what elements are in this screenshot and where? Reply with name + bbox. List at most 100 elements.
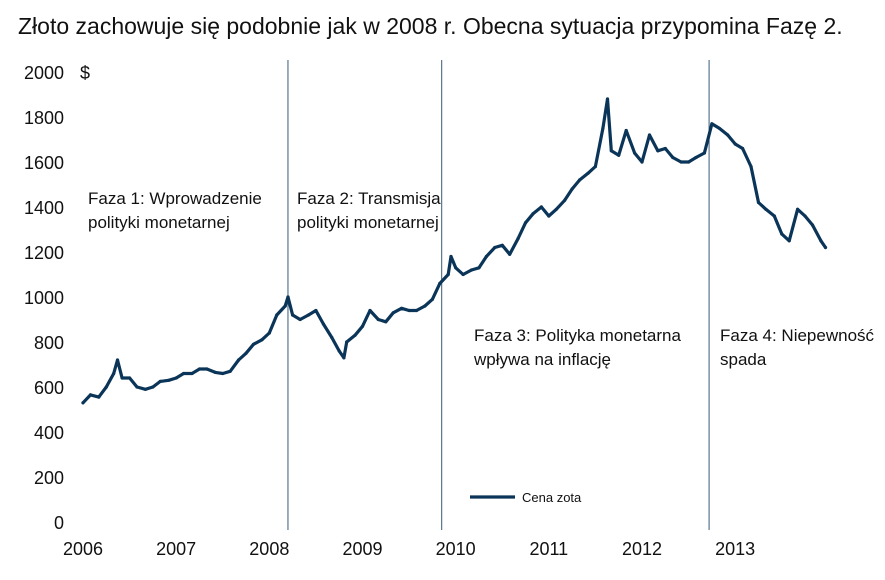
series-point: [687, 160, 691, 164]
x-tick-label: 2006: [63, 539, 103, 559]
x-tick-labels: 2006 2007 2008 2009 2010 2011 2012 2013: [63, 539, 755, 559]
series-point: [337, 349, 341, 353]
series-point: [601, 126, 605, 130]
series-point: [671, 155, 675, 160]
series-point: [454, 266, 458, 270]
series-point: [345, 340, 349, 344]
series-point: [151, 385, 155, 389]
series-point: [523, 221, 528, 225]
series-point: [342, 356, 346, 360]
series-point: [321, 322, 325, 326]
phase-annotation-line: spada: [720, 350, 767, 369]
series-point: [717, 126, 721, 130]
series-point: [624, 128, 628, 133]
series-point: [796, 207, 800, 211]
legend-label: Cena zota: [522, 490, 582, 505]
series-point: [244, 351, 248, 355]
series-point: [493, 245, 497, 250]
series-point: [469, 268, 474, 272]
series-point: [190, 371, 194, 376]
series-point: [112, 371, 116, 376]
series-point: [461, 272, 465, 277]
series-point: [353, 333, 357, 337]
series-point: [656, 149, 660, 153]
series-point: [368, 308, 372, 313]
x-tick-label: 2008: [249, 539, 289, 559]
series-point: [213, 370, 217, 374]
y-tick-label: 1400: [24, 198, 64, 218]
x-tick-label: 2009: [342, 539, 382, 559]
series-point: [516, 236, 520, 241]
series-point: [593, 164, 598, 169]
x-tick-label: 2012: [622, 539, 662, 559]
series-point: [477, 266, 481, 270]
y-tick-label: 1000: [24, 288, 64, 308]
series-point: [609, 149, 613, 153]
phase-annotations: Faza 1: Wprowadzenie polityki monetarnej F…: [88, 189, 875, 369]
series-point: [531, 212, 535, 216]
y-tick-label: 1800: [24, 108, 64, 128]
legend: Cena zota: [470, 490, 582, 505]
phase-annotation-line: polityki monetarnej: [88, 213, 230, 232]
series-line-cena-zota: [81, 97, 828, 405]
series-point: [158, 379, 162, 383]
series-point: [286, 295, 290, 299]
y-tick-label: 2000: [24, 63, 64, 83]
series-point: [182, 371, 186, 376]
series-point: [237, 358, 241, 362]
series-point: [115, 358, 120, 362]
series-point: [446, 272, 450, 277]
series-point: [563, 198, 567, 202]
y-tick-label: 600: [34, 378, 64, 398]
series-point: [810, 223, 815, 227]
series-point: [174, 376, 178, 380]
series-point: [267, 331, 271, 335]
series-point: [764, 207, 768, 211]
phase-annotation-line: wpływa na inflację: [473, 350, 611, 369]
phase-annotation-line: Faza 1: Wprowadzenie: [88, 189, 262, 208]
phase-annotation-line: Faza 2: Transmisja: [297, 189, 441, 208]
series-point: [81, 401, 85, 405]
series-point: [823, 245, 828, 250]
phase-annotation-line: polityki monetarnej: [297, 213, 439, 232]
phase-lines: [287, 60, 710, 530]
series-point: [586, 171, 590, 175]
series-point: [251, 342, 256, 346]
y-axis-label: $: [80, 63, 90, 83]
series-point: [772, 214, 776, 218]
series-point: [306, 313, 311, 317]
series-point: [803, 214, 807, 218]
series-point: [221, 371, 225, 376]
series-point: [120, 376, 124, 380]
series-point: [400, 306, 404, 310]
series-point: [679, 160, 683, 164]
y-tick-label: 0: [54, 513, 64, 533]
series-point: [756, 200, 761, 205]
series-point: [423, 304, 427, 308]
x-tick-label: 2013: [715, 539, 755, 559]
x-tick-label: 2010: [436, 539, 476, 559]
series-point: [539, 205, 544, 209]
series-point: [647, 133, 652, 137]
chart-title: Złoto zachowuje się podobnie jak w 2008 …: [18, 13, 843, 39]
series-point: [391, 311, 395, 315]
series-point: [663, 146, 667, 151]
series-point: [197, 367, 202, 371]
series-point: [135, 385, 139, 389]
series-point: [384, 320, 388, 324]
series-point: [449, 254, 453, 259]
series-point: [570, 187, 574, 191]
series-point: [633, 151, 637, 155]
series-points: [81, 97, 828, 405]
y-tick-labels: 0 200 400 600 800 1000 1200 1400 1600 1800 2000: [24, 63, 64, 533]
series-point: [97, 395, 101, 399]
series-point: [508, 252, 512, 256]
series-point: [780, 232, 784, 236]
series-point: [167, 378, 171, 382]
series-point: [104, 385, 108, 389]
series-point: [430, 297, 434, 301]
series-point: [605, 97, 610, 101]
series-point: [360, 324, 365, 328]
series-point: [547, 214, 551, 218]
series-point: [314, 308, 318, 313]
